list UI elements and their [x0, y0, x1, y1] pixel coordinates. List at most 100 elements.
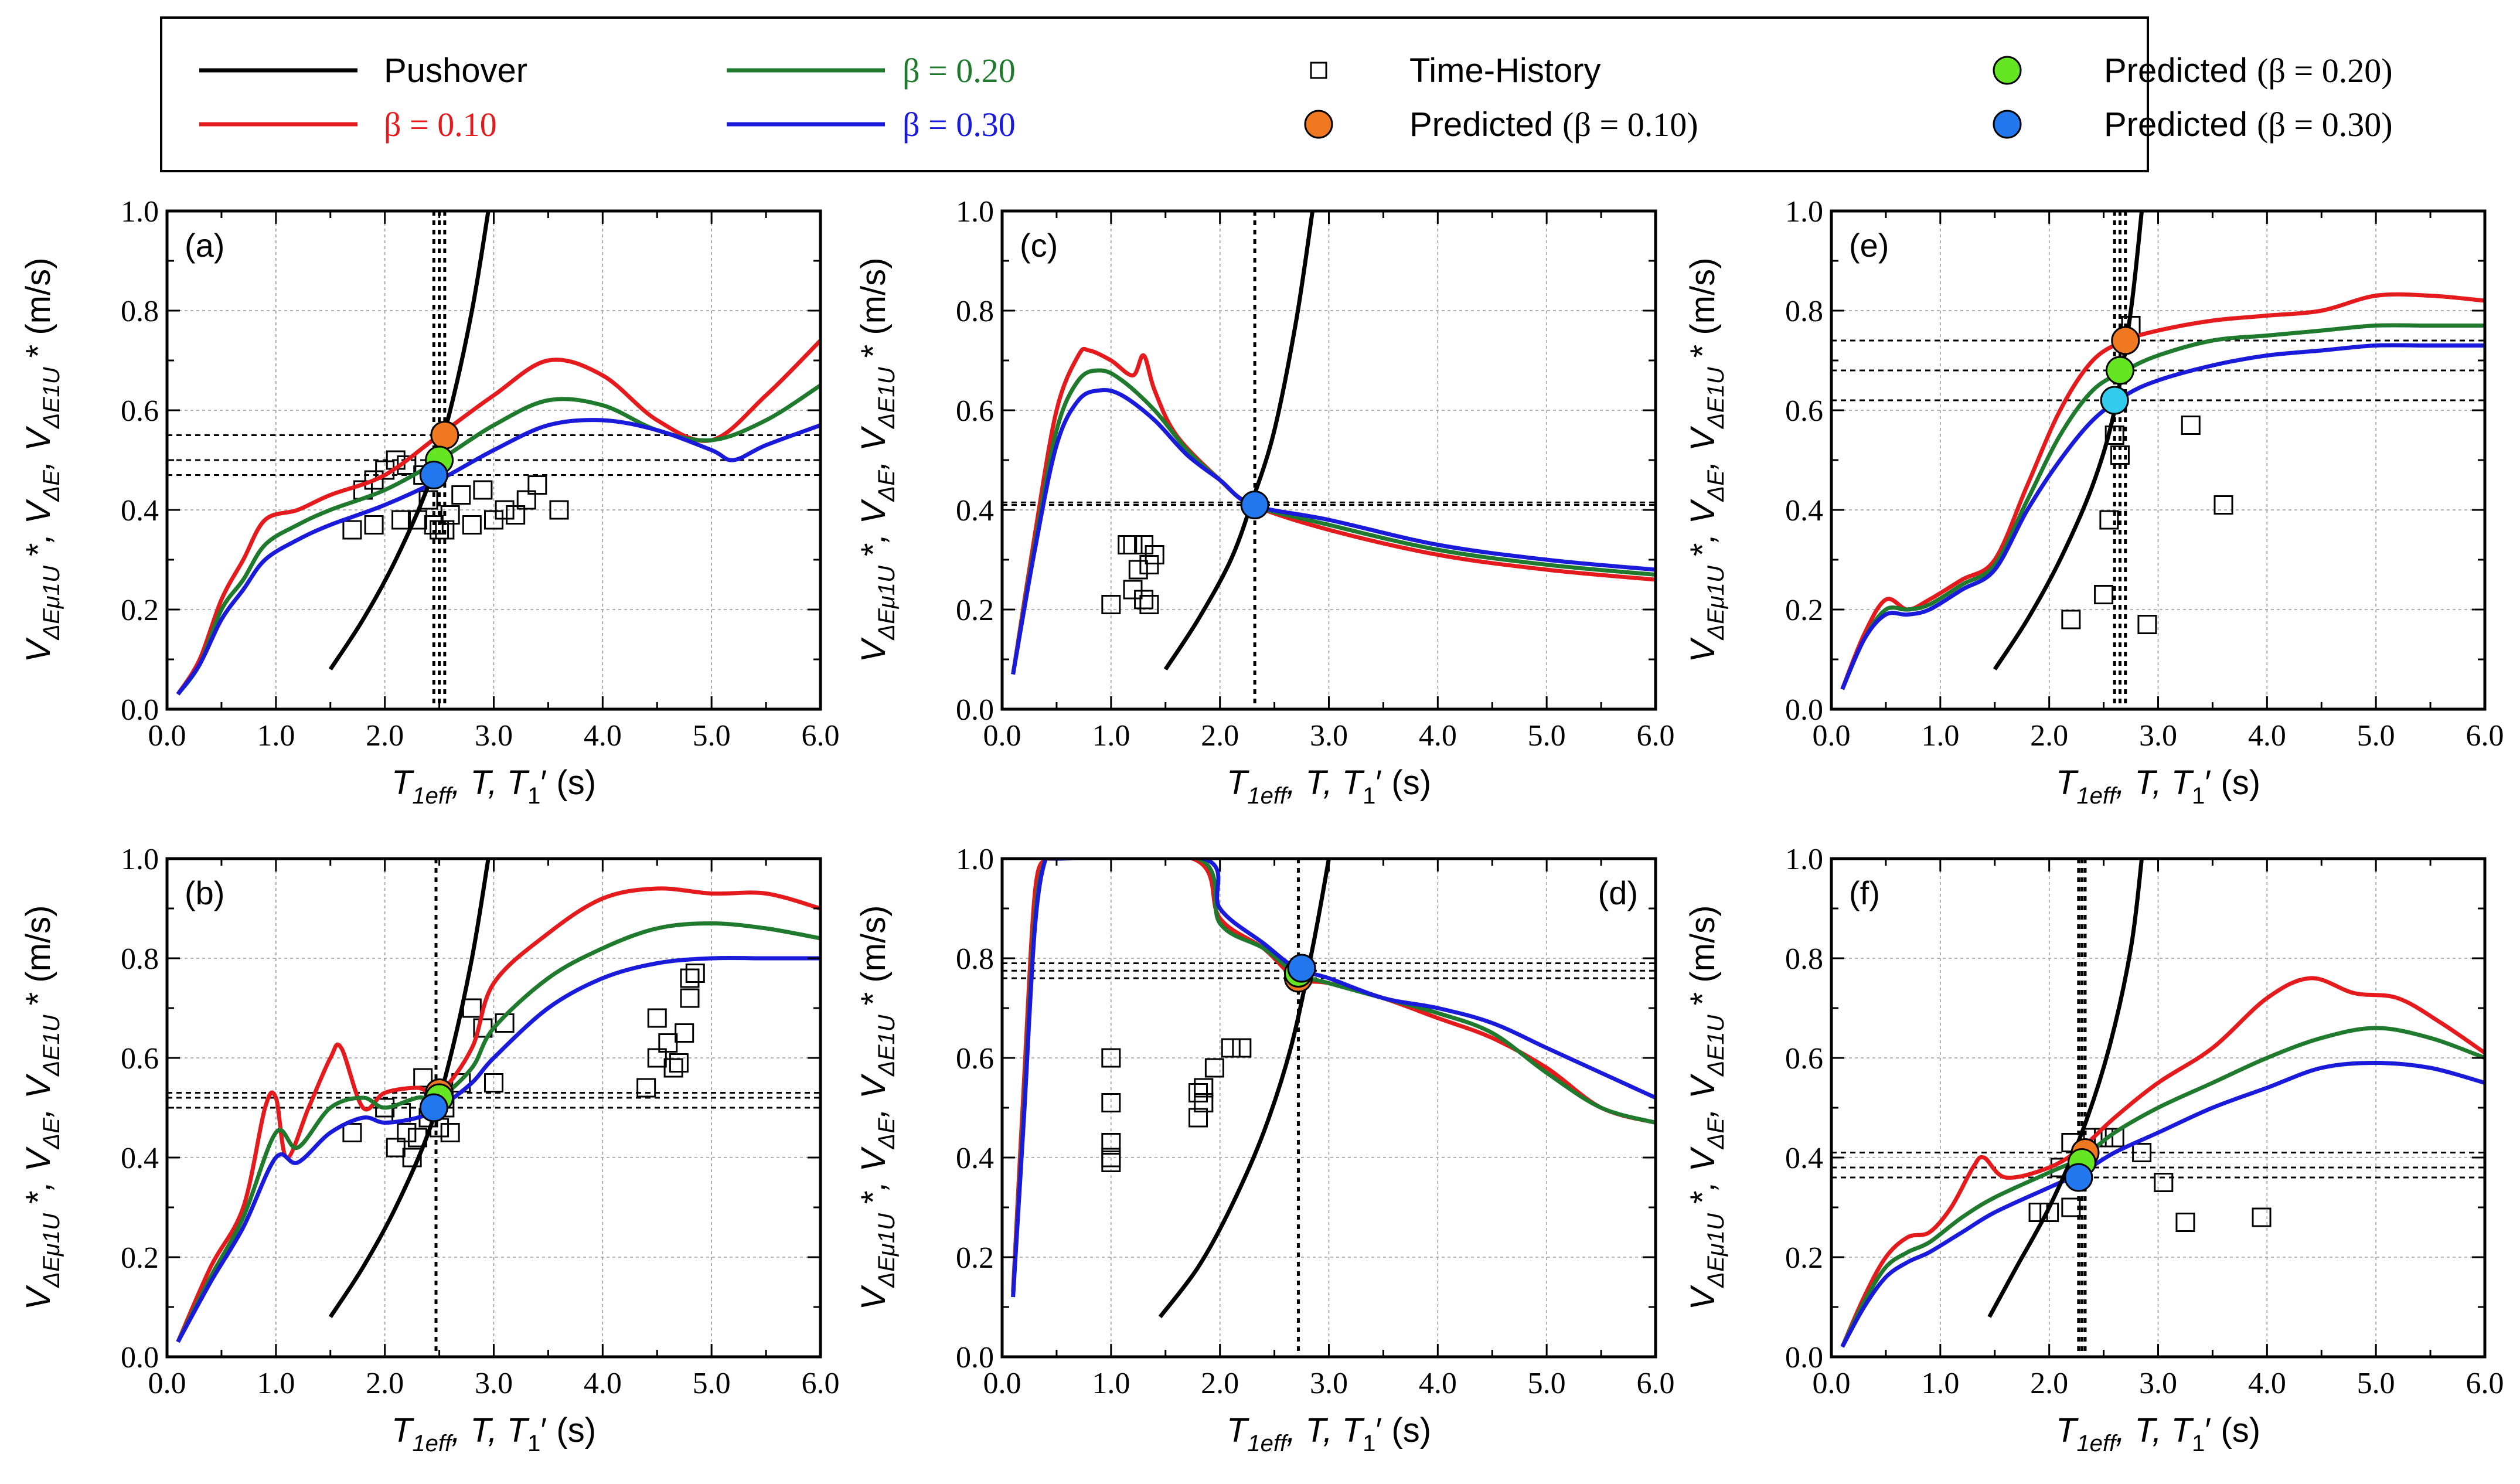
y-tick-label: 0.0: [956, 693, 994, 727]
panel-b: 0.0 1.0 2.0 3.0 4.0 5.0 6.0 0.0 0.2 0.4 0.6 0.8 1.0 (…: [19, 843, 840, 1456]
x-tick-label: 5.0: [2357, 1367, 2395, 1400]
time-history-point: [2110, 445, 2130, 465]
x-tick-label: 0.0: [983, 719, 1021, 753]
series-line--0-20: [176, 383, 820, 696]
series-line--0-10: [1840, 976, 2485, 1348]
panel-label: (f): [1849, 874, 1880, 911]
time-history-point: [1139, 555, 1159, 574]
x-tick-label: 1.0: [257, 719, 295, 753]
x-tick-label: 0.0: [148, 719, 186, 753]
predicted-point-beta-010: [430, 421, 459, 450]
legend-label: β = 0.10: [384, 105, 497, 144]
predicted-point-beta-030: [1287, 954, 1316, 983]
series-line--0-20: [1840, 323, 2485, 690]
time-history-point: [680, 968, 700, 988]
time-history-point: [397, 1123, 417, 1142]
panel-a: 0.0 1.0 2.0 3.0 4.0 5.0 6.0 0.0 0.2 0.4 0.6 0.8 1.0 (…: [19, 195, 840, 809]
panel-label: (b): [185, 874, 224, 911]
x-tick-label: 3.0: [2139, 1367, 2177, 1400]
legend-label-suffix: (β = 0.10): [1562, 105, 1698, 144]
time-history-point: [418, 490, 438, 510]
predicted-point-beta-030: [2100, 386, 2129, 415]
x-tick-label: 0.0: [148, 1367, 186, 1400]
x-tick-label: 1.0: [1921, 1367, 1959, 1400]
time-history-point: [1134, 535, 1154, 554]
predicted-point-beta-010: [2111, 326, 2140, 355]
legend-label-suffix: (β = 0.30): [2257, 105, 2392, 144]
x-tick-label: 1.0: [257, 1367, 295, 1400]
time-history-point: [685, 964, 705, 983]
legend-label: β = 0.20: [903, 52, 1016, 90]
series-line--0-10: [176, 339, 820, 696]
x-tick-label: 5.0: [693, 1367, 731, 1400]
y-axis-label: VΔEμ1U *, VΔE, VΔE1U * (m/s): [1684, 258, 1729, 663]
time-history-point: [1145, 545, 1164, 564]
time-history-point: [2175, 1213, 2195, 1232]
x-tick-label: 4.0: [1419, 1367, 1457, 1400]
time-history-point: [2137, 615, 2157, 634]
time-history-point: [1221, 1038, 1241, 1058]
y-axis-label: VΔEμ1U *, VΔE, VΔE1U * (m/s): [854, 906, 900, 1311]
series-line--0-20: [1011, 368, 1656, 675]
x-tick-label: 6.0: [1637, 719, 1675, 753]
x-tick-label: 5.0: [693, 719, 731, 753]
y-tick-label: 0.8: [956, 942, 994, 976]
y-tick-label: 0.8: [1785, 295, 1823, 328]
x-tick-label: 0.0: [1813, 719, 1851, 753]
y-tick-label: 0.6: [956, 1042, 994, 1075]
series-line-Pushover: [1993, 211, 2144, 670]
predicted-point-beta-030: [1240, 491, 1269, 519]
legend-label: Pushover: [384, 52, 527, 90]
time-history-point: [2132, 1143, 2152, 1162]
x-tick-label: 4.0: [584, 1367, 622, 1400]
x-tick-label: 5.0: [1528, 719, 1566, 753]
predicted-point-beta-020: [2105, 356, 2134, 385]
x-axis-label: T1eff, T, T1′ (s): [1227, 1411, 1431, 1456]
x-tick-label: 6.0: [2466, 719, 2504, 753]
y-tick-label: 1.0: [956, 843, 994, 876]
x-axis-label: T1eff, T, T1′ (s): [391, 764, 596, 809]
chart-panels: 0.0 1.0 2.0 3.0 4.0 5.0 6.0 0.0 0.2 0.4 0.6 0.8 1.0 (…: [19, 195, 2504, 1456]
time-history-point: [440, 1123, 460, 1142]
time-history-point: [2099, 510, 2119, 530]
time-history-point: [462, 998, 482, 1018]
legend-dot-swatch: [1304, 110, 1333, 139]
x-axis-label: T1eff, T, T1′ (s): [2056, 764, 2260, 809]
time-history-point: [647, 1008, 667, 1028]
y-axis-label: VΔEμ1U *, VΔE, VΔE1U * (m/s): [854, 258, 900, 663]
time-history-point: [364, 515, 384, 535]
y-tick-label: 0.0: [1785, 693, 1823, 727]
y-tick-label: 0.2: [1785, 594, 1823, 627]
panel-label: (d): [1598, 874, 1638, 911]
time-history-point: [1118, 535, 1138, 554]
series-lines: [176, 859, 820, 1343]
series-line--0-30: [176, 418, 820, 696]
legend-item-5: Predicted (β = 0.10): [1304, 105, 1698, 144]
x-tick-label: 4.0: [1419, 719, 1457, 753]
y-tick-label: 0.2: [121, 1241, 159, 1275]
y-tick-label: 0.2: [121, 594, 159, 627]
time-history-point: [386, 1138, 406, 1158]
time-history-point: [549, 500, 569, 520]
legend-label: β = 0.30: [903, 105, 1016, 144]
time-history-point: [1189, 1083, 1208, 1102]
x-tick-label: 2.0: [366, 1367, 404, 1400]
time-history-point: [402, 1148, 422, 1168]
time-history-point: [484, 510, 503, 530]
x-tick-label: 0.0: [1813, 1367, 1851, 1400]
time-history-point: [1101, 1148, 1121, 1168]
x-tick-label: 2.0: [2030, 1367, 2068, 1400]
predicted-point-beta-030: [2064, 1163, 2093, 1192]
y-tick-label: 0.8: [121, 295, 159, 328]
y-tick-label: 0.4: [1785, 494, 1823, 527]
time-history-point: [2213, 495, 2233, 515]
time-history-point: [2252, 1207, 2272, 1227]
time-history-point: [1101, 1048, 1121, 1068]
y-axis-label: VΔEμ1U *, VΔE, VΔE1U * (m/s): [19, 906, 64, 1311]
time-history-point: [1134, 590, 1154, 610]
time-history-point: [1204, 1058, 1224, 1078]
y-tick-label: 0.4: [1785, 1142, 1823, 1175]
legend-item-0: Pushover: [199, 52, 527, 90]
x-tick-label: 5.0: [2357, 719, 2395, 753]
